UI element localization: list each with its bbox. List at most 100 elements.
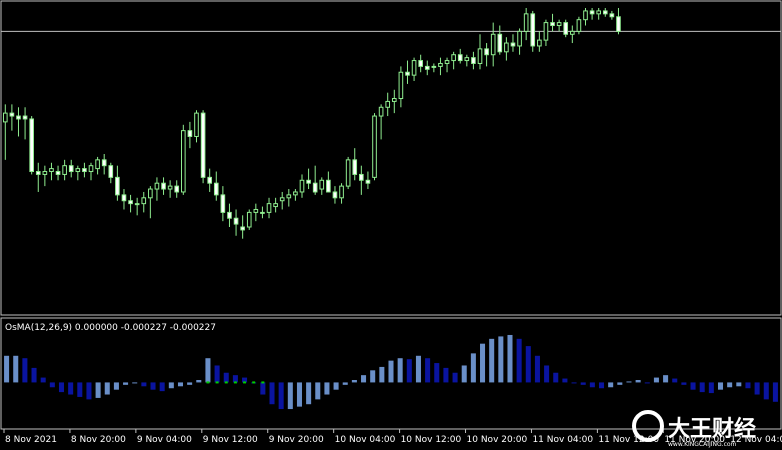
time-tick-label: 12 Nov 04:00	[730, 435, 782, 445]
osma-signal-dot	[215, 381, 219, 384]
osma-bar	[562, 378, 568, 383]
time-tick-label: 9 Nov 04:00	[137, 435, 192, 445]
time-tick-label: 10 Nov 12:00	[401, 435, 462, 445]
candle-body-bullish	[451, 54, 456, 62]
osma-bar	[608, 382, 614, 388]
osma-bar	[415, 355, 421, 383]
osma-bar	[324, 382, 330, 395]
osma-bar	[516, 338, 522, 383]
candle-body-bullish	[372, 115, 377, 178]
osma-bar	[690, 382, 696, 390]
candle-body-bearish	[424, 65, 430, 70]
osma-bar	[132, 382, 138, 384]
watermark-logo-icon	[632, 410, 664, 442]
candle-body-bullish	[49, 168, 54, 173]
osma-bar	[443, 367, 449, 383]
time-tick-label: 10 Nov 20:00	[467, 435, 528, 445]
osma-bar	[104, 382, 110, 395]
candle-body-bearish	[484, 48, 489, 56]
osma-bar	[306, 382, 312, 405]
candle-group	[2, 8, 621, 239]
osma-bar	[278, 382, 284, 410]
osma-bar	[599, 382, 605, 389]
osma-bar	[58, 382, 65, 393]
candle-body-bearish	[29, 118, 34, 173]
price-panel-frame	[0, 0, 782, 316]
candle-body-bullish	[253, 208, 259, 213]
osma-bar	[315, 382, 321, 400]
candle-body-bearish	[326, 179, 331, 193]
osma-bar	[31, 367, 37, 383]
osma-bar	[461, 365, 467, 383]
candle-body-bullish	[517, 30, 522, 47]
osma-signal-dot	[233, 381, 237, 384]
candle-body-bearish	[405, 71, 410, 76]
osma-signal-dot	[224, 381, 228, 384]
osma-bar	[498, 336, 504, 383]
candle-body-bullish	[134, 203, 140, 206]
time-tick-label: 8 Nov 20:00	[71, 435, 126, 445]
candle-body-bearish	[589, 10, 595, 15]
candle-body-bearish	[101, 159, 107, 167]
osma-bar	[470, 353, 476, 383]
osma-bar	[644, 382, 650, 384]
candle-body-bearish	[471, 57, 476, 64]
candle-body-bearish	[200, 112, 206, 178]
osma-bar	[86, 382, 92, 400]
osma-bar	[626, 381, 632, 383]
osma-bar	[351, 380, 357, 383]
time-tick-label: 11 Nov 20:00	[664, 435, 725, 445]
candle-body-bullish	[95, 159, 100, 170]
osma-bar	[708, 382, 714, 394]
candle-body-bearish	[35, 171, 41, 175]
osma-bar	[681, 382, 687, 385]
osma-bar	[177, 382, 183, 387]
osma-bar	[772, 382, 778, 402]
osma-bar	[40, 377, 46, 383]
candle-body-bullish	[345, 159, 351, 187]
candle-body-bullish	[464, 57, 470, 62]
osma-bar	[525, 346, 531, 383]
candle-body-bullish	[398, 71, 404, 100]
osma-bar	[232, 375, 238, 383]
candle-body-bearish	[233, 217, 239, 225]
osma-bar	[434, 363, 440, 383]
time-tick-label: 11 Nov 12:00	[598, 435, 659, 445]
osma-bar	[223, 372, 229, 383]
candle-body-bearish	[22, 115, 28, 120]
candle-body-bearish	[213, 182, 219, 196]
osma-bar	[717, 382, 724, 390]
candle-body-bullish	[543, 22, 549, 41]
candle-body-bearish	[68, 165, 74, 173]
osma-bar	[489, 338, 495, 383]
candle-body-bearish	[457, 54, 463, 62]
candle-body-bullish	[246, 211, 252, 228]
candle-body-bullish	[273, 203, 278, 208]
candle-body-bearish	[128, 200, 133, 205]
candle-body-bearish	[352, 159, 358, 175]
candle-body-bullish	[444, 60, 450, 64]
osma-bar	[699, 382, 705, 393]
osma-bar	[635, 380, 641, 383]
osma-histogram	[4, 334, 778, 410]
indicator-title: OsMA(12,26,9) 0.000000 -0.000227 -0.0002…	[5, 323, 216, 333]
candle-body-bearish	[563, 22, 569, 35]
candle-body-bearish	[16, 115, 21, 120]
osma-bar	[296, 382, 302, 407]
candle-body-bearish	[9, 112, 15, 117]
osma-bar	[150, 382, 156, 390]
osma-bar	[269, 382, 275, 405]
osma-bar	[507, 334, 513, 383]
osma-bar	[123, 382, 129, 385]
candle-body-bullish	[556, 22, 562, 27]
osma-bar	[159, 382, 165, 392]
osma-signal-dot	[206, 381, 210, 384]
candle-body-bearish	[306, 179, 311, 184]
candle-body-bullish	[490, 33, 496, 56]
candle-body-bullish	[194, 112, 199, 137]
candle-body-bearish	[227, 211, 232, 219]
candle-body-bullish	[75, 168, 81, 173]
candle-body-bullish	[266, 203, 272, 213]
osma-bar	[480, 343, 486, 383]
